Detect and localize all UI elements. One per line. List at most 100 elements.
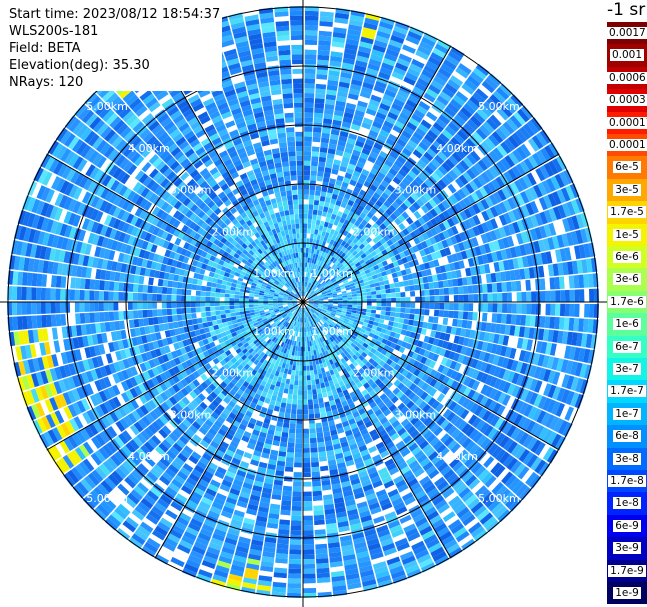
ray-cell — [321, 256, 326, 263]
ray-cell — [245, 447, 254, 455]
ray-cell — [342, 57, 355, 65]
ray-cell — [467, 285, 474, 294]
ray-cell — [326, 212, 332, 219]
ray-cell — [308, 302, 314, 304]
ray-cell — [422, 404, 431, 413]
ray-cell — [424, 289, 430, 296]
ray-cell — [395, 292, 401, 298]
ray-cell — [485, 273, 492, 283]
ray-cell — [305, 341, 308, 347]
ray-cell — [308, 299, 314, 301]
ray-cell — [476, 340, 484, 351]
ray-cell — [405, 208, 413, 217]
ray-cell — [581, 333, 588, 348]
ray-cell — [280, 402, 287, 409]
ray-cell — [365, 229, 373, 237]
ray-cell — [513, 111, 526, 126]
ray-cell — [315, 190, 321, 196]
ray-cell — [207, 348, 214, 356]
ray-cell — [338, 318, 344, 323]
ray-cell — [352, 296, 358, 300]
ray-cell — [348, 133, 358, 141]
ray-cell — [369, 257, 376, 263]
ray-cell — [336, 322, 342, 327]
ray-cell — [211, 372, 219, 380]
ray-cell — [160, 391, 169, 402]
ray-cell — [316, 69, 328, 75]
ray-cell — [388, 561, 402, 570]
ray-cell — [234, 550, 248, 559]
ray-cell — [380, 349, 388, 356]
ray-cell — [588, 273, 594, 288]
ray-cell — [451, 499, 464, 511]
ray-cell — [361, 262, 367, 268]
ray-cell — [546, 449, 559, 464]
ray-cell — [516, 146, 528, 160]
ray-cell — [430, 252, 438, 260]
ray-cell — [319, 195, 326, 202]
ray-cell — [509, 115, 523, 129]
ray-cell — [342, 389, 349, 396]
ray-cell — [324, 440, 333, 447]
ray-cell — [278, 411, 285, 418]
ray-cell — [398, 181, 408, 190]
ray-cell — [314, 529, 326, 535]
ray-cell — [323, 236, 328, 243]
ray-cell — [367, 263, 373, 269]
ray-cell — [341, 246, 347, 253]
ray-cell — [323, 323, 328, 329]
ray-cell — [116, 528, 131, 541]
ray-cell — [120, 480, 133, 492]
ray-cell — [465, 474, 477, 487]
ray-cell — [445, 454, 457, 465]
ray-cell — [364, 281, 370, 286]
ray-cell — [438, 232, 446, 241]
ray-cell — [302, 390, 308, 395]
ray-cell — [379, 497, 391, 507]
ray-cell — [390, 267, 397, 274]
ray-cell — [375, 371, 383, 379]
ray-cell — [396, 57, 411, 68]
ray-cell — [424, 309, 430, 316]
ray-cell — [422, 461, 434, 472]
ray-cell — [158, 442, 169, 453]
ray-cell — [491, 482, 504, 495]
ray-cell — [329, 314, 335, 318]
ray-cell — [257, 367, 264, 374]
ray-cell — [397, 414, 407, 424]
ray-cell — [207, 483, 219, 493]
ray-cell — [171, 460, 182, 471]
ray-cell — [356, 419, 365, 427]
ray-cell — [230, 364, 237, 371]
ray-cell — [393, 363, 401, 371]
ray-cell — [484, 77, 499, 90]
ray-cell — [223, 356, 231, 363]
ray-cell — [216, 355, 224, 362]
ray-cell — [289, 379, 295, 385]
ray-cell — [336, 175, 344, 182]
ray-cell — [343, 177, 351, 184]
ray-cell — [321, 372, 327, 378]
ray-cell — [143, 441, 155, 453]
ray-cell — [323, 305, 328, 308]
ray-cell — [314, 324, 318, 329]
ray-cell — [226, 367, 234, 375]
ray-cell — [320, 235, 325, 242]
ray-cell — [264, 478, 274, 485]
ray-cell — [452, 461, 464, 472]
ray-cell — [380, 310, 386, 316]
ray-cell — [579, 303, 585, 318]
ray-cell — [310, 320, 314, 326]
ray-cell — [526, 303, 532, 315]
ray-cell — [385, 424, 394, 433]
ray-cell — [257, 436, 266, 443]
ray-cell — [405, 291, 411, 297]
ray-cell — [353, 537, 366, 545]
ray-cell — [179, 467, 191, 477]
ray-cell — [281, 377, 287, 384]
ray-cell — [278, 335, 283, 341]
ray-cell — [125, 442, 136, 454]
ray-cell — [238, 324, 245, 330]
ray-cell — [347, 387, 354, 394]
ray-cell — [407, 350, 415, 358]
